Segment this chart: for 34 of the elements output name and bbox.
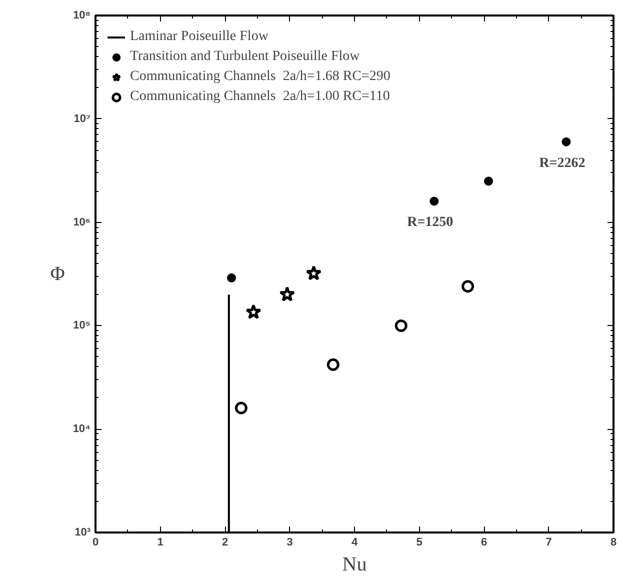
point [246,304,262,320]
x-tick-label: 4 [351,536,358,548]
x-tick-label: 8 [610,536,617,548]
x-tick-label: 2 [222,536,228,548]
point [394,319,408,332]
y-tick-label: 10⁴ [72,423,91,436]
legend-label: Laminar Poiseuille Flow [130,29,268,45]
point [430,196,439,206]
x-tick-label: 1 [157,536,164,548]
x-tick-label: 3 [286,536,293,548]
point [484,176,494,186]
y-tick-label: 10⁵ [73,320,91,332]
annotation: R=2262 [539,156,586,171]
annotation: R=1250 [407,215,454,230]
y-axis-title: Φ [50,263,66,285]
point [562,137,571,146]
x-tick-label: 6 [480,536,488,548]
y-tick-label: 10⁷ [74,112,91,125]
y-tick-label: 10⁸ [73,10,91,22]
point [234,402,248,414]
point [226,273,236,282]
x-tick-label: 0 [92,536,99,548]
point [326,358,340,371]
x-axis-title: Nu [342,554,367,576]
y-tick-label: 10⁶ [73,216,91,228]
x-tick-label: 5 [416,536,422,548]
point [306,265,322,280]
legend-label: Communicating Channels 2a/h=1.00 RC=110 [130,89,390,105]
y-tick-label: 10³ [74,526,91,538]
point [462,280,474,293]
x-tick-label: 7 [546,536,552,548]
legend-label: Transition and Turbulent Poiseuille Flow [130,49,360,65]
point [279,286,296,302]
legend-label: Communicating Channels 2a/h=1.68 RC=290 [130,69,390,85]
